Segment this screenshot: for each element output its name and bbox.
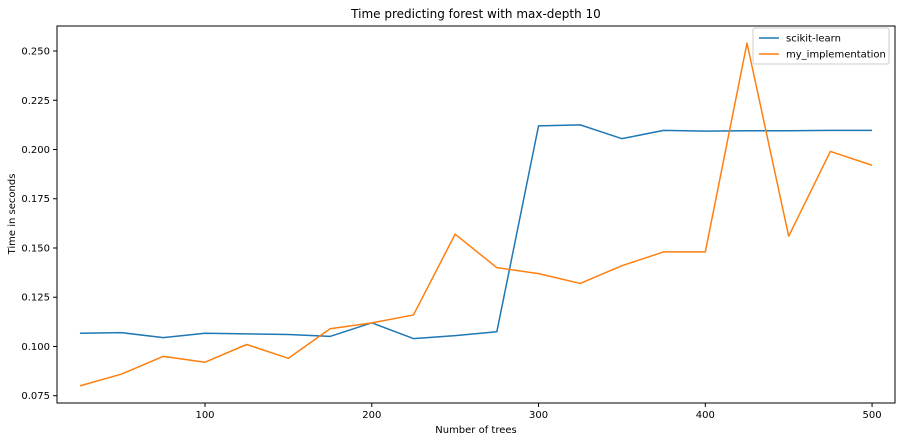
legend-box <box>752 27 890 65</box>
legend-label: scikit-learn <box>786 34 841 45</box>
legend: scikit-learn my_implementation <box>752 27 890 65</box>
x-tick-label: 100 <box>195 410 214 421</box>
y-axis: 0.075 0.100 0.125 0.150 0.175 0.200 0.225 0.250 <box>21 47 57 402</box>
y-tick-label: 0.250 <box>21 47 50 58</box>
y-tick-label: 0.100 <box>21 342 50 353</box>
y-tick-label: 0.225 <box>21 96 50 107</box>
y-tick-label: 0.200 <box>21 145 50 156</box>
series-line-scikit-learn <box>79 124 873 340</box>
x-axis: 100 200 300 400 500 <box>195 403 882 421</box>
y-tick-label: 0.075 <box>21 391 50 402</box>
x-tick-label: 500 <box>863 410 882 421</box>
y-tick-label: 0.150 <box>21 243 50 254</box>
series-line-my-implementation <box>79 42 873 387</box>
legend-label: my_implementation <box>786 50 886 61</box>
y-axis-label: Time in seconds <box>7 174 18 256</box>
chart-title: Time predicting forest with max-depth 10 <box>350 7 601 21</box>
y-tick-label: 0.175 <box>21 194 50 205</box>
x-tick-label: 200 <box>362 410 381 421</box>
x-tick-label: 300 <box>529 410 548 421</box>
series-group <box>79 42 873 387</box>
y-tick-label: 0.125 <box>21 293 50 304</box>
x-axis-label: Number of trees <box>435 425 517 436</box>
plot-area <box>56 25 896 404</box>
x-tick-label: 400 <box>696 410 715 421</box>
